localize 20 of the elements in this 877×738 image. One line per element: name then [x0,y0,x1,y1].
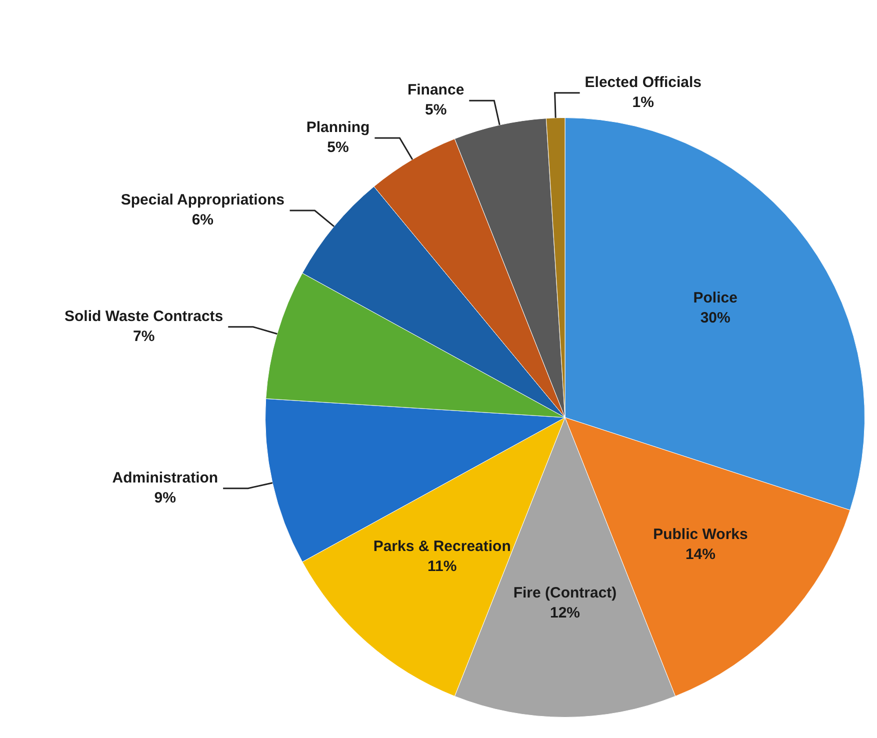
slice-label: Planning [306,119,370,136]
data-label: 6% [192,212,214,229]
data-label: 7% [132,328,155,346]
slice-label: Elected Officials [584,74,702,92]
slice-label: Fire (Contract) [513,584,617,602]
data-label: 11% [427,558,457,576]
slice-label: Public Works [653,526,748,543]
slice-label: Police [693,289,738,306]
data-label: 14% [685,546,716,563]
slice-label: Special Appropriations [120,192,284,209]
data-label: 30% [700,309,730,326]
data-label: 5% [424,102,447,119]
data-label: 5% [327,139,349,156]
slice-label: Administration [112,469,218,486]
slice-label: Solid Waste Contracts [64,308,224,326]
data-label: 9% [154,489,176,506]
data-label: 1% [632,94,654,112]
data-label: 12% [550,604,580,622]
slice-label: Parks & Recreation [373,538,511,556]
slice-label: Finance [407,82,464,99]
